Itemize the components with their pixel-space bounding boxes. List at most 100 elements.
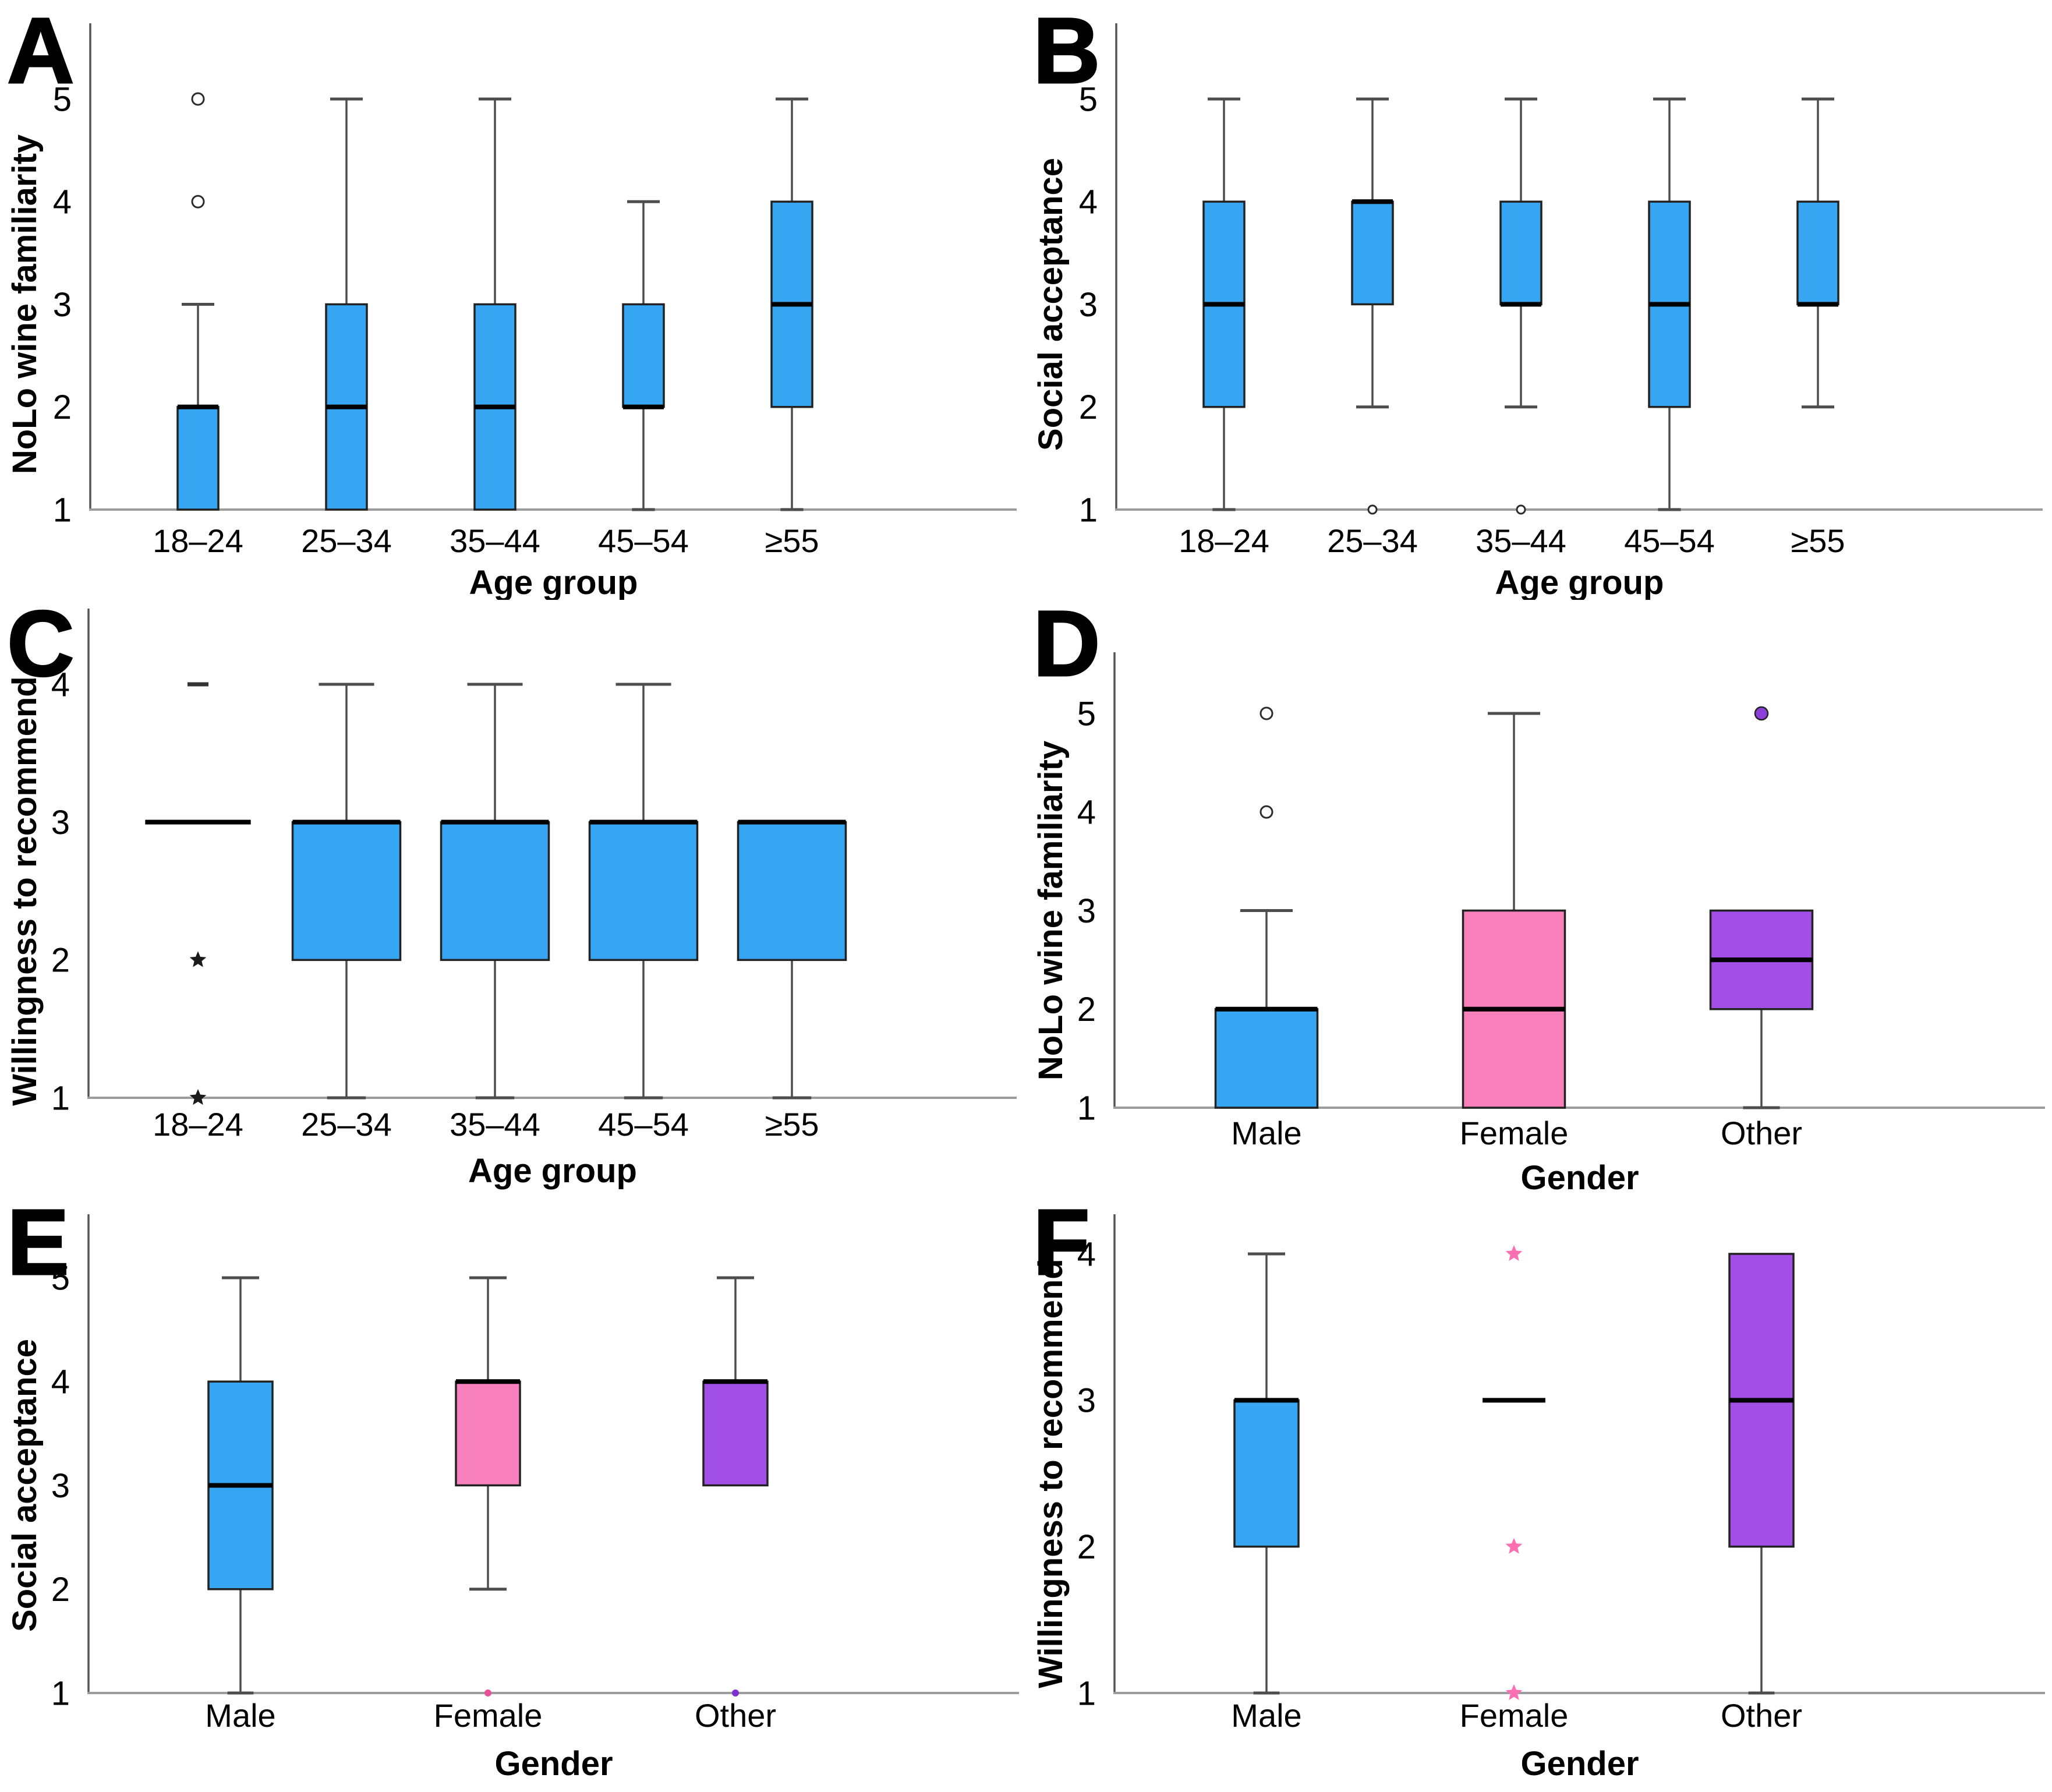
panel-B-xtick-3: 45–54 [1624, 522, 1715, 559]
panel-D-y-label: NoLo wine familiarity [1032, 741, 1070, 1080]
panel-A-xtick-2: 35–44 [450, 522, 540, 559]
panel-A-xtick-0: 18–24 [153, 522, 243, 559]
panel-D-x-label: Gender [1520, 1159, 1639, 1197]
panel-D-xtick-2: Other [1721, 1115, 1802, 1151]
panel-D-letter: D [1033, 600, 1101, 695]
panel-D-ytick-1: 1 [1077, 1089, 1096, 1127]
panel-F-ytick-4: 4 [1077, 1235, 1096, 1273]
panel-B-letter: B [1033, 0, 1101, 102]
panel-D-outlier-2-5 [1754, 706, 1769, 721]
panel-F-x-label: Gender [1520, 1745, 1639, 1783]
panel-A-xtick-4: ≥55 [765, 522, 819, 559]
panel-C-box-1 [291, 821, 402, 962]
panel-B-box-1 [1351, 200, 1394, 306]
panel-B-xtick-4: ≥55 [1791, 522, 1845, 559]
panel-E-svg: 1 2 3 4 5 Male Female Other Social acceptance Gen… [6, 1200, 1019, 1783]
panel-A-y-label: NoLo wine familiarity [6, 135, 44, 474]
panel-A-letter: A [7, 0, 75, 102]
panel-E-xtick-2: Other [695, 1697, 776, 1734]
panel-F-letter: F [1033, 1200, 1090, 1294]
panel-D-outlier-0-5 [1259, 706, 1273, 720]
panel-C-ytick-2: 2 [51, 942, 70, 980]
panel-F-xtick-0: Male [1231, 1697, 1301, 1734]
panel-B-ytick-2: 2 [1079, 388, 1098, 426]
panel-E-box-2 [702, 1380, 769, 1487]
panel-A-xtick-3: 45–54 [598, 522, 689, 559]
panel-F-outlier-1-1 [1505, 1684, 1523, 1701]
panel-F-y-label: Willingness to recommend [1032, 1259, 1070, 1688]
panel-A-ytick-1: 1 [53, 491, 72, 529]
panel-C-svg: 1 2 3 4 18–24 25–34 35–44 45–54 ≥55 Willingness t… [6, 600, 1017, 1190]
panel-B-ytick-1: 1 [1079, 491, 1098, 529]
panel-C-ytick-4: 4 [51, 666, 70, 704]
panel-B-y-label: Social acceptance [1032, 158, 1070, 451]
panel-B-xtick-0: 18–24 [1179, 522, 1269, 559]
panel-D-ytick-5: 5 [1077, 695, 1096, 733]
panel-B-box-4 [1796, 200, 1839, 306]
panel-C-ytick-1: 1 [51, 1079, 70, 1117]
panel-D-outlier-0-4 [1259, 805, 1273, 819]
panel-C-xtick-0: 18–24 [153, 1106, 243, 1143]
panel-C-xtick-3: 45–54 [598, 1106, 689, 1143]
panel-C-letter: C [7, 600, 75, 695]
panel-B-x-label: Age group [1495, 564, 1664, 600]
panel-A-box-3 [622, 303, 665, 408]
panel-A-outlier-0-5 [191, 92, 205, 106]
panel-F-ytick-2: 2 [1077, 1528, 1096, 1566]
panel-B-box-2 [1499, 200, 1542, 306]
panel-E-ytick-3: 3 [51, 1467, 70, 1505]
panel-C-box-3 [588, 821, 699, 962]
panel-B-ytick-5: 5 [1079, 80, 1098, 118]
panel-C-xtick-4: ≥55 [765, 1106, 819, 1143]
panel-F-box-0 [1233, 1399, 1300, 1548]
panel-C-xtick-1: 25–34 [301, 1106, 392, 1143]
panel-B-ytick-3: 3 [1079, 286, 1098, 324]
panel-A-ytick-5: 5 [53, 80, 72, 118]
panel-C-xtick-2: 35–44 [450, 1106, 540, 1143]
panel-F-outlier-1-2 [1505, 1537, 1523, 1554]
panel-F-outlier-1-4 [1505, 1245, 1523, 1261]
panel-B-outlier-2-1 [1516, 504, 1526, 515]
panel-F-ytick-1: 1 [1077, 1674, 1096, 1712]
panel-A-ytick-4: 4 [53, 183, 72, 221]
panel-D-box-0 [1214, 1008, 1319, 1109]
panel-A-svg: 1 2 3 4 5 18–24 25–34 35–44 45–54 ≥55 NoLo wine fa… [6, 0, 1017, 600]
panel-B-svg: 1 2 3 4 5 18–24 25–34 35–44 45–54 ≥55 Social accep… [1032, 0, 2043, 600]
panel-B-ytick-4: 4 [1079, 183, 1098, 221]
panel-E-outlier-2-1 [732, 1690, 739, 1696]
panel-C-box-4 [737, 821, 847, 962]
panel-E-ytick-1: 1 [51, 1674, 70, 1712]
panel-A-ytick-2: 2 [53, 388, 72, 426]
panel-C-ytick-3: 3 [51, 804, 70, 842]
panel-F-ytick-3: 3 [1077, 1382, 1096, 1420]
panel-A-ytick-3: 3 [53, 286, 72, 324]
panel-E-letter: E [7, 1200, 69, 1294]
panel-F-svg: 1 2 3 4 Male Female Other Willingness to recomm… [1032, 1200, 2045, 1783]
panel-C-x-label: Age group [468, 1152, 637, 1190]
panel-C-box-2 [440, 821, 550, 962]
panel-C-outlier-0-4 [187, 682, 208, 687]
panel-D-xtick-1: Female [1460, 1115, 1569, 1151]
panel-E-ytick-4: 4 [51, 1363, 70, 1401]
panel-D-xtick-0: Male [1231, 1115, 1301, 1151]
panel-B-outlier-1-1 [1367, 504, 1378, 515]
panel-E-xtick-0: Male [205, 1697, 275, 1734]
panel-D-svg: 1 2 3 4 5 Male Female Other NoLo wine familiarit… [1032, 600, 2045, 1197]
panel-E-xtick-1: Female [434, 1697, 543, 1734]
panel-E-outlier-1-1 [484, 1690, 491, 1696]
panel-A-x-label: Age group [469, 564, 638, 600]
panel-C-outlier-0-2 [189, 951, 207, 967]
panel-C-y-label: Willingness to recommend [6, 676, 44, 1106]
panel-E-x-label: Gender [494, 1745, 613, 1783]
panel-D-ytick-4: 4 [1077, 794, 1096, 832]
panel-D-ytick-2: 2 [1077, 991, 1096, 1028]
panel-C-outlier-0-1 [189, 1089, 207, 1105]
panel-F-xtick-2: Other [1721, 1697, 1802, 1734]
panel-B-xtick-2: 35–44 [1476, 522, 1566, 559]
panel-B-xtick-1: 25–34 [1327, 522, 1418, 559]
panel-F-xtick-1: Female [1460, 1697, 1569, 1734]
panel-E-y-label: Social acceptance [6, 1339, 44, 1632]
panel-D-ytick-3: 3 [1077, 892, 1096, 930]
panel-E-ytick-2: 2 [51, 1571, 70, 1609]
